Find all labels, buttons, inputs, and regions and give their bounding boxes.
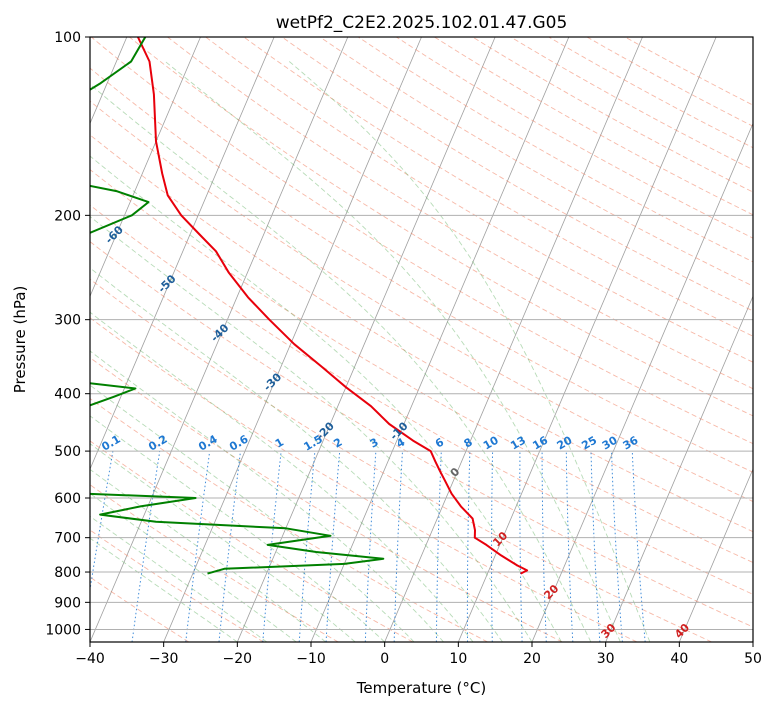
x-tick-label: 50 [744,651,762,667]
y-tick-label: 500 [54,444,81,460]
x-tick-label: 20 [523,651,541,667]
x-tick-label: −30 [149,651,179,667]
x-tick-label: −10 [296,651,326,667]
x-tick-label: 30 [597,651,615,667]
y-tick-label: 700 [54,531,81,547]
x-tick-label: −20 [223,651,253,667]
y-tick-label: 1000 [45,622,81,638]
y-tick-label: 600 [54,491,81,507]
y-tick-label: 800 [54,565,81,581]
x-tick-label: −40 [75,651,105,667]
y-tick-label: 400 [54,387,81,403]
x-tick-label: 10 [449,651,467,667]
y-axis-label: Pressure (hPa) [11,286,29,394]
y-tick-label: 300 [54,313,81,329]
x-axis-label: Temperature (°C) [356,679,486,697]
x-tick-label: 40 [670,651,688,667]
x-tick-label: 0 [380,651,389,667]
chart-title: wetPf2_C2E2.2025.102.01.47.G05 [276,13,568,33]
y-tick-label: 100 [54,30,81,46]
y-tick-label: 900 [54,595,81,611]
y-tick-label: 200 [54,208,81,224]
